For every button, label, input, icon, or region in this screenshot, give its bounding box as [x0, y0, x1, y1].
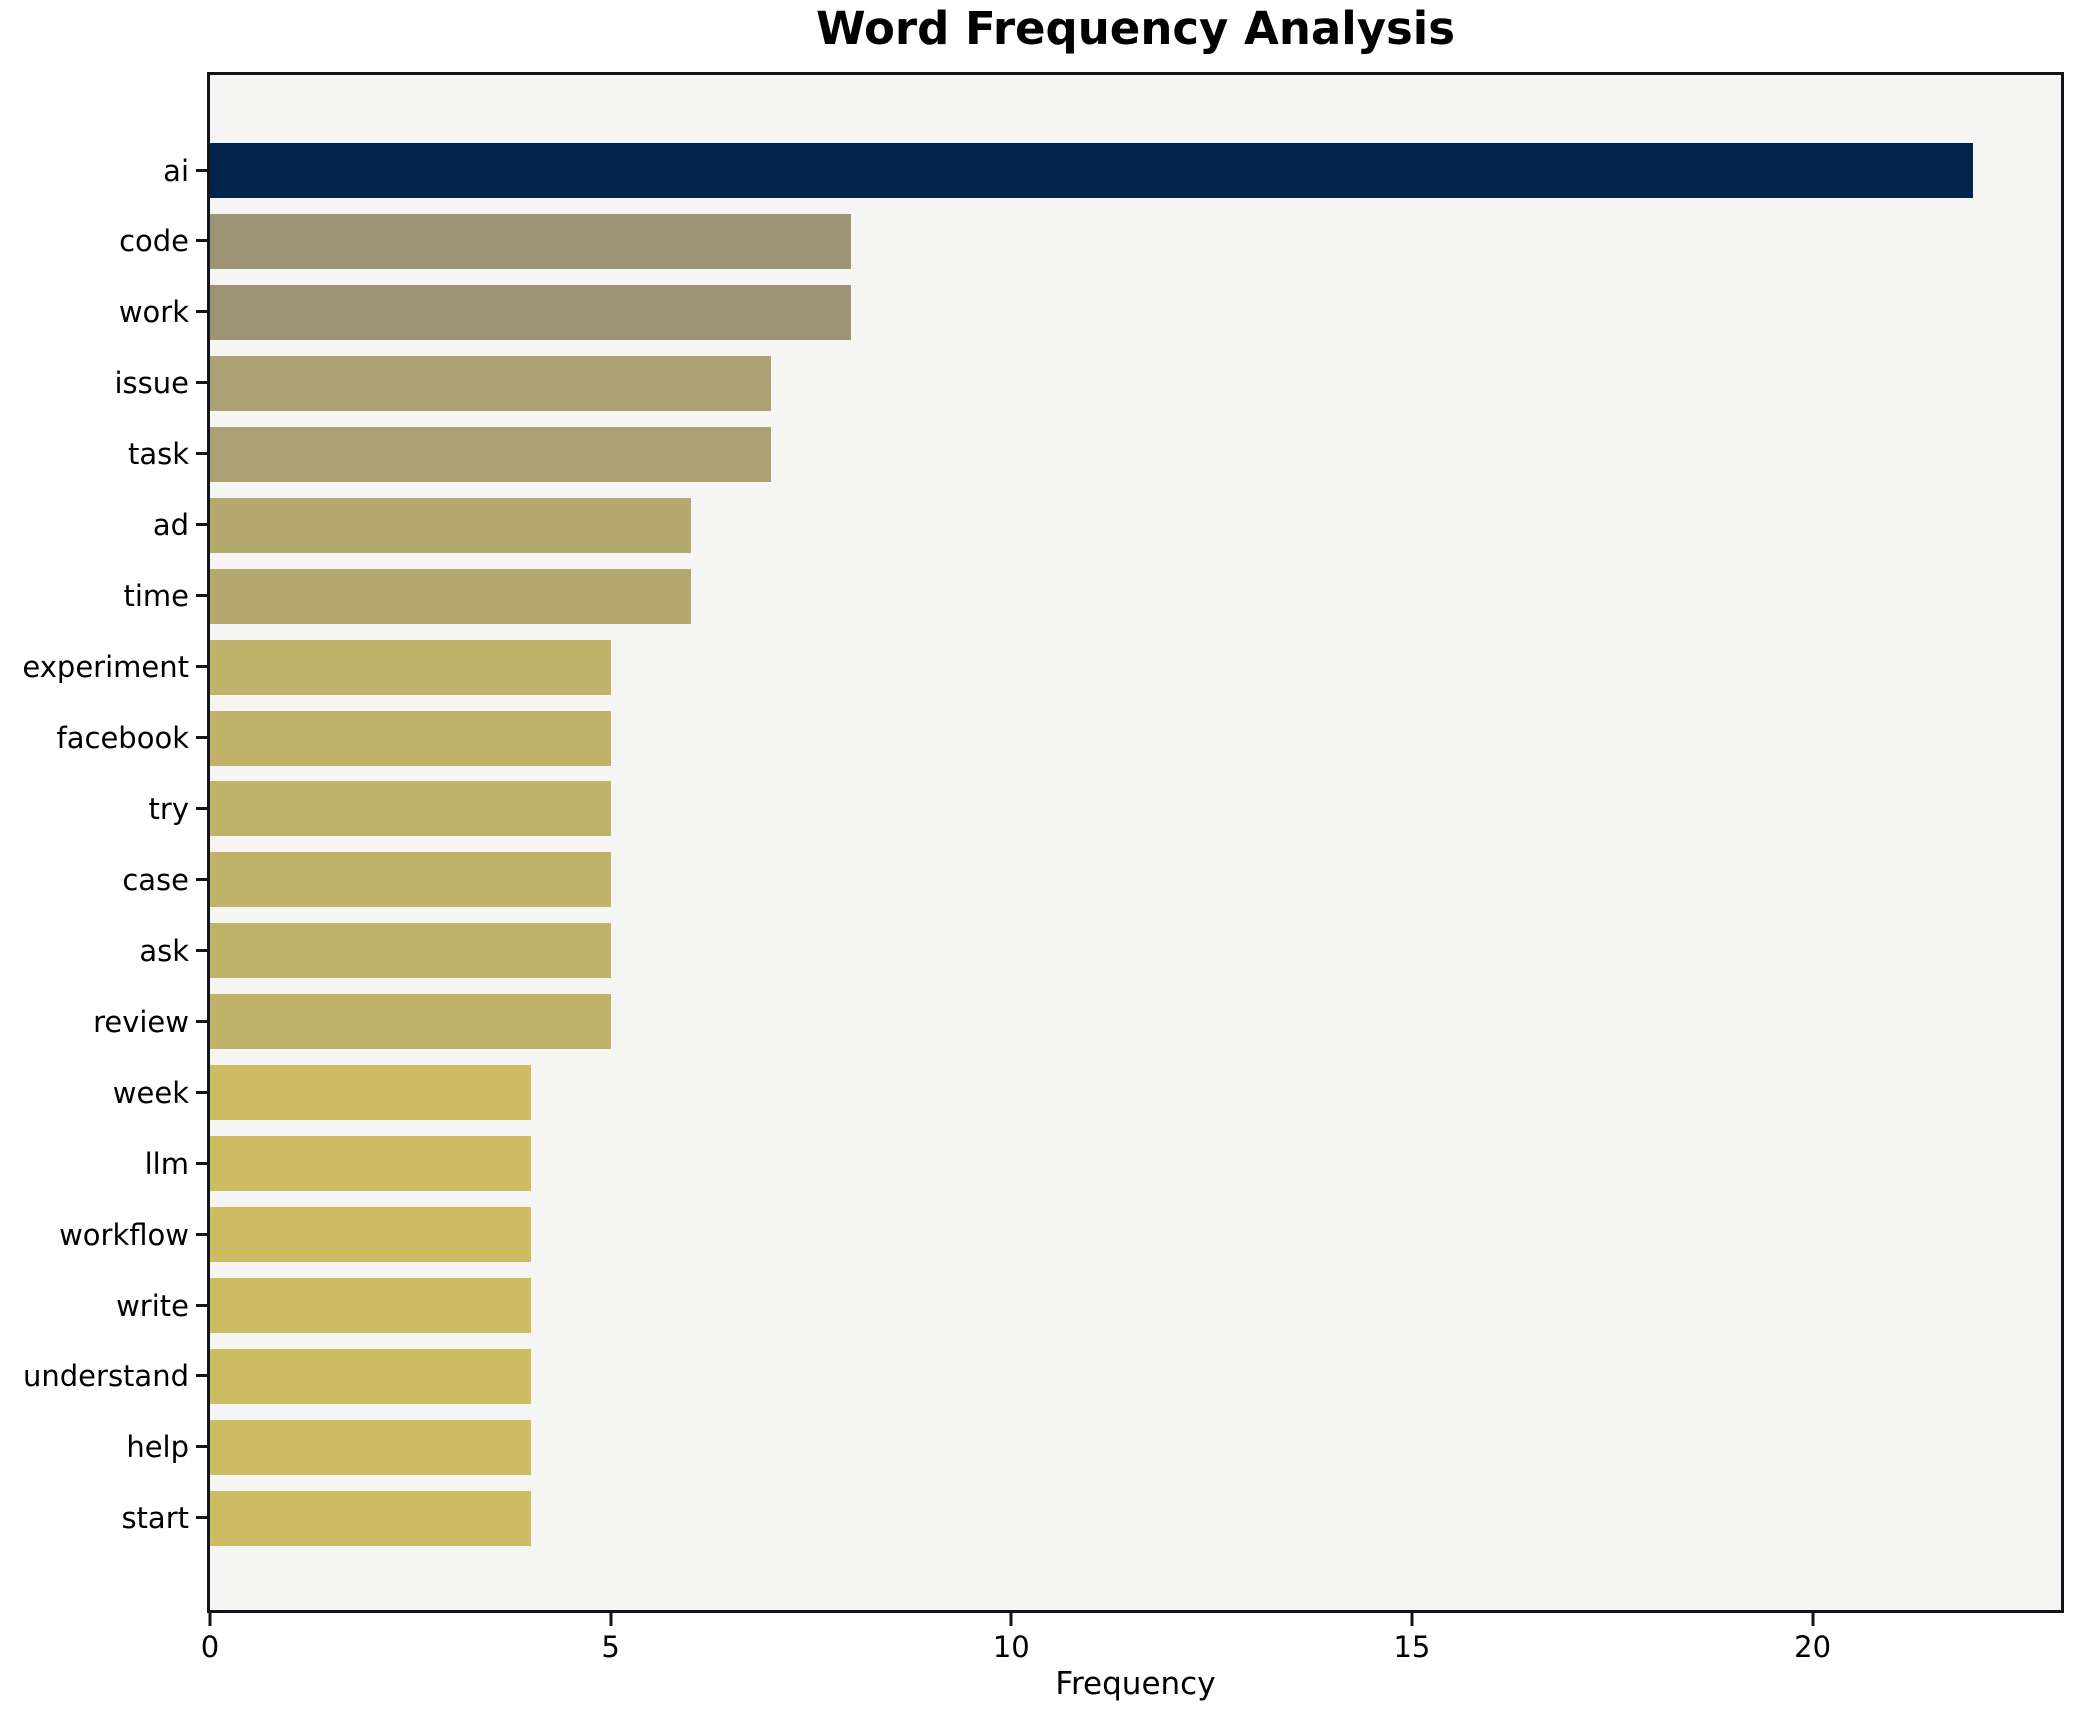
- bar-row: facebook: [57, 710, 2061, 766]
- bar-row: try: [149, 781, 2061, 837]
- bar-row: help: [126, 1419, 2061, 1475]
- y-tick-mark: [196, 1161, 207, 1165]
- x-tick-label: 5: [601, 1630, 620, 1664]
- bar-row: code: [119, 213, 2061, 269]
- bar: [210, 852, 611, 908]
- y-tick-label: review: [93, 1004, 189, 1039]
- y-tick-mark: [196, 948, 207, 952]
- y-tick-mark: [196, 1090, 207, 1094]
- bar: [210, 1419, 531, 1475]
- y-tick-label: case: [122, 862, 189, 897]
- x-tick-mark: [1811, 1613, 1815, 1626]
- bar-row: write: [116, 1278, 2061, 1333]
- chart-title: Word Frequency Analysis: [815, 2, 1456, 55]
- bar: [210, 143, 1973, 198]
- x-tick-mark: [609, 1613, 613, 1626]
- y-tick-mark: [196, 168, 207, 172]
- bar: [210, 1348, 531, 1404]
- bar-row: understand: [23, 1348, 2061, 1404]
- bar: [210, 639, 611, 695]
- bar: [210, 355, 771, 411]
- y-tick-label: week: [112, 1075, 189, 1110]
- y-tick-mark: [196, 381, 207, 385]
- y-tick-label: llm: [144, 1146, 189, 1181]
- y-tick-mark: [196, 1374, 207, 1378]
- bar-row: review: [93, 994, 2061, 1050]
- bar-row: case: [122, 852, 2061, 908]
- y-tick-label: try: [148, 791, 189, 826]
- x-tick-label: 20: [1794, 1630, 1832, 1664]
- y-tick-mark: [196, 1516, 207, 1520]
- y-tick-mark: [196, 452, 207, 456]
- bar-row: start: [121, 1490, 2061, 1546]
- bar-row: task: [128, 426, 2061, 482]
- bar: [210, 1136, 531, 1192]
- bar: [210, 781, 611, 837]
- bar: [210, 426, 771, 482]
- x-tick-mark: [1410, 1613, 1414, 1626]
- y-tick-label: ai: [163, 153, 189, 188]
- y-tick-label: ask: [139, 933, 189, 968]
- y-tick-mark: [196, 310, 207, 314]
- y-tick-label: experiment: [22, 650, 189, 685]
- bar: [210, 1490, 531, 1546]
- bar: [210, 284, 852, 340]
- bar: [210, 1065, 531, 1121]
- y-tick-label: help: [126, 1430, 189, 1465]
- y-tick-mark: [196, 1232, 207, 1236]
- y-tick-mark: [196, 665, 207, 669]
- bar-row: llm: [145, 1136, 2061, 1192]
- bars-container: ai code work issue task ad time experiment faceb…: [22, 75, 2061, 1610]
- bar-row: work: [119, 284, 2061, 340]
- bar: [210, 710, 611, 766]
- bar: [210, 213, 852, 269]
- y-tick-label: workflow: [59, 1217, 189, 1252]
- y-tick-label: write: [116, 1288, 189, 1323]
- x-tick-mark: [1009, 1613, 1013, 1626]
- y-tick-label: work: [118, 295, 189, 330]
- y-tick-label: understand: [23, 1359, 189, 1394]
- y-tick-mark: [196, 239, 207, 243]
- bar-row: ai: [163, 143, 2061, 198]
- x-tick-label: 15: [1393, 1630, 1431, 1664]
- x-tick-mark: [208, 1613, 212, 1626]
- y-tick-label: code: [119, 224, 189, 259]
- bar-row: issue: [115, 355, 2061, 411]
- bar-row: workflow: [59, 1207, 2061, 1263]
- y-tick-mark: [196, 736, 207, 739]
- y-tick-mark: [196, 523, 207, 527]
- y-tick-label: ad: [152, 508, 189, 543]
- x-axis-label: Frequency: [1055, 1666, 1216, 1702]
- bar-row: ad: [153, 497, 2061, 553]
- bar: [210, 923, 611, 979]
- bar: [210, 1207, 531, 1263]
- y-tick-mark: [196, 877, 207, 881]
- bar: [210, 994, 611, 1050]
- x-tick-label: 10: [992, 1630, 1030, 1664]
- y-tick-label: time: [123, 579, 189, 614]
- bar: [210, 497, 691, 553]
- bar: [210, 1278, 531, 1333]
- y-tick-label: issue: [114, 366, 190, 401]
- plot-area: ai code work issue task ad time experiment faceb…: [22, 72, 2064, 1613]
- y-tick-mark: [196, 1019, 207, 1023]
- y-tick-mark: [196, 1303, 207, 1307]
- y-tick-mark: [196, 806, 207, 810]
- x-tick-label: 0: [200, 1630, 220, 1664]
- bar: [210, 568, 691, 624]
- y-tick-label: task: [127, 437, 189, 472]
- y-tick-mark: [196, 594, 207, 598]
- bar-row: experiment: [22, 639, 2061, 695]
- y-tick-label: start: [121, 1501, 189, 1536]
- bar-row: time: [123, 568, 2061, 624]
- y-tick-mark: [196, 1445, 207, 1449]
- y-tick-label: facebook: [56, 721, 189, 755]
- bar-row: week: [113, 1065, 2061, 1121]
- bar-row: ask: [139, 923, 2061, 979]
